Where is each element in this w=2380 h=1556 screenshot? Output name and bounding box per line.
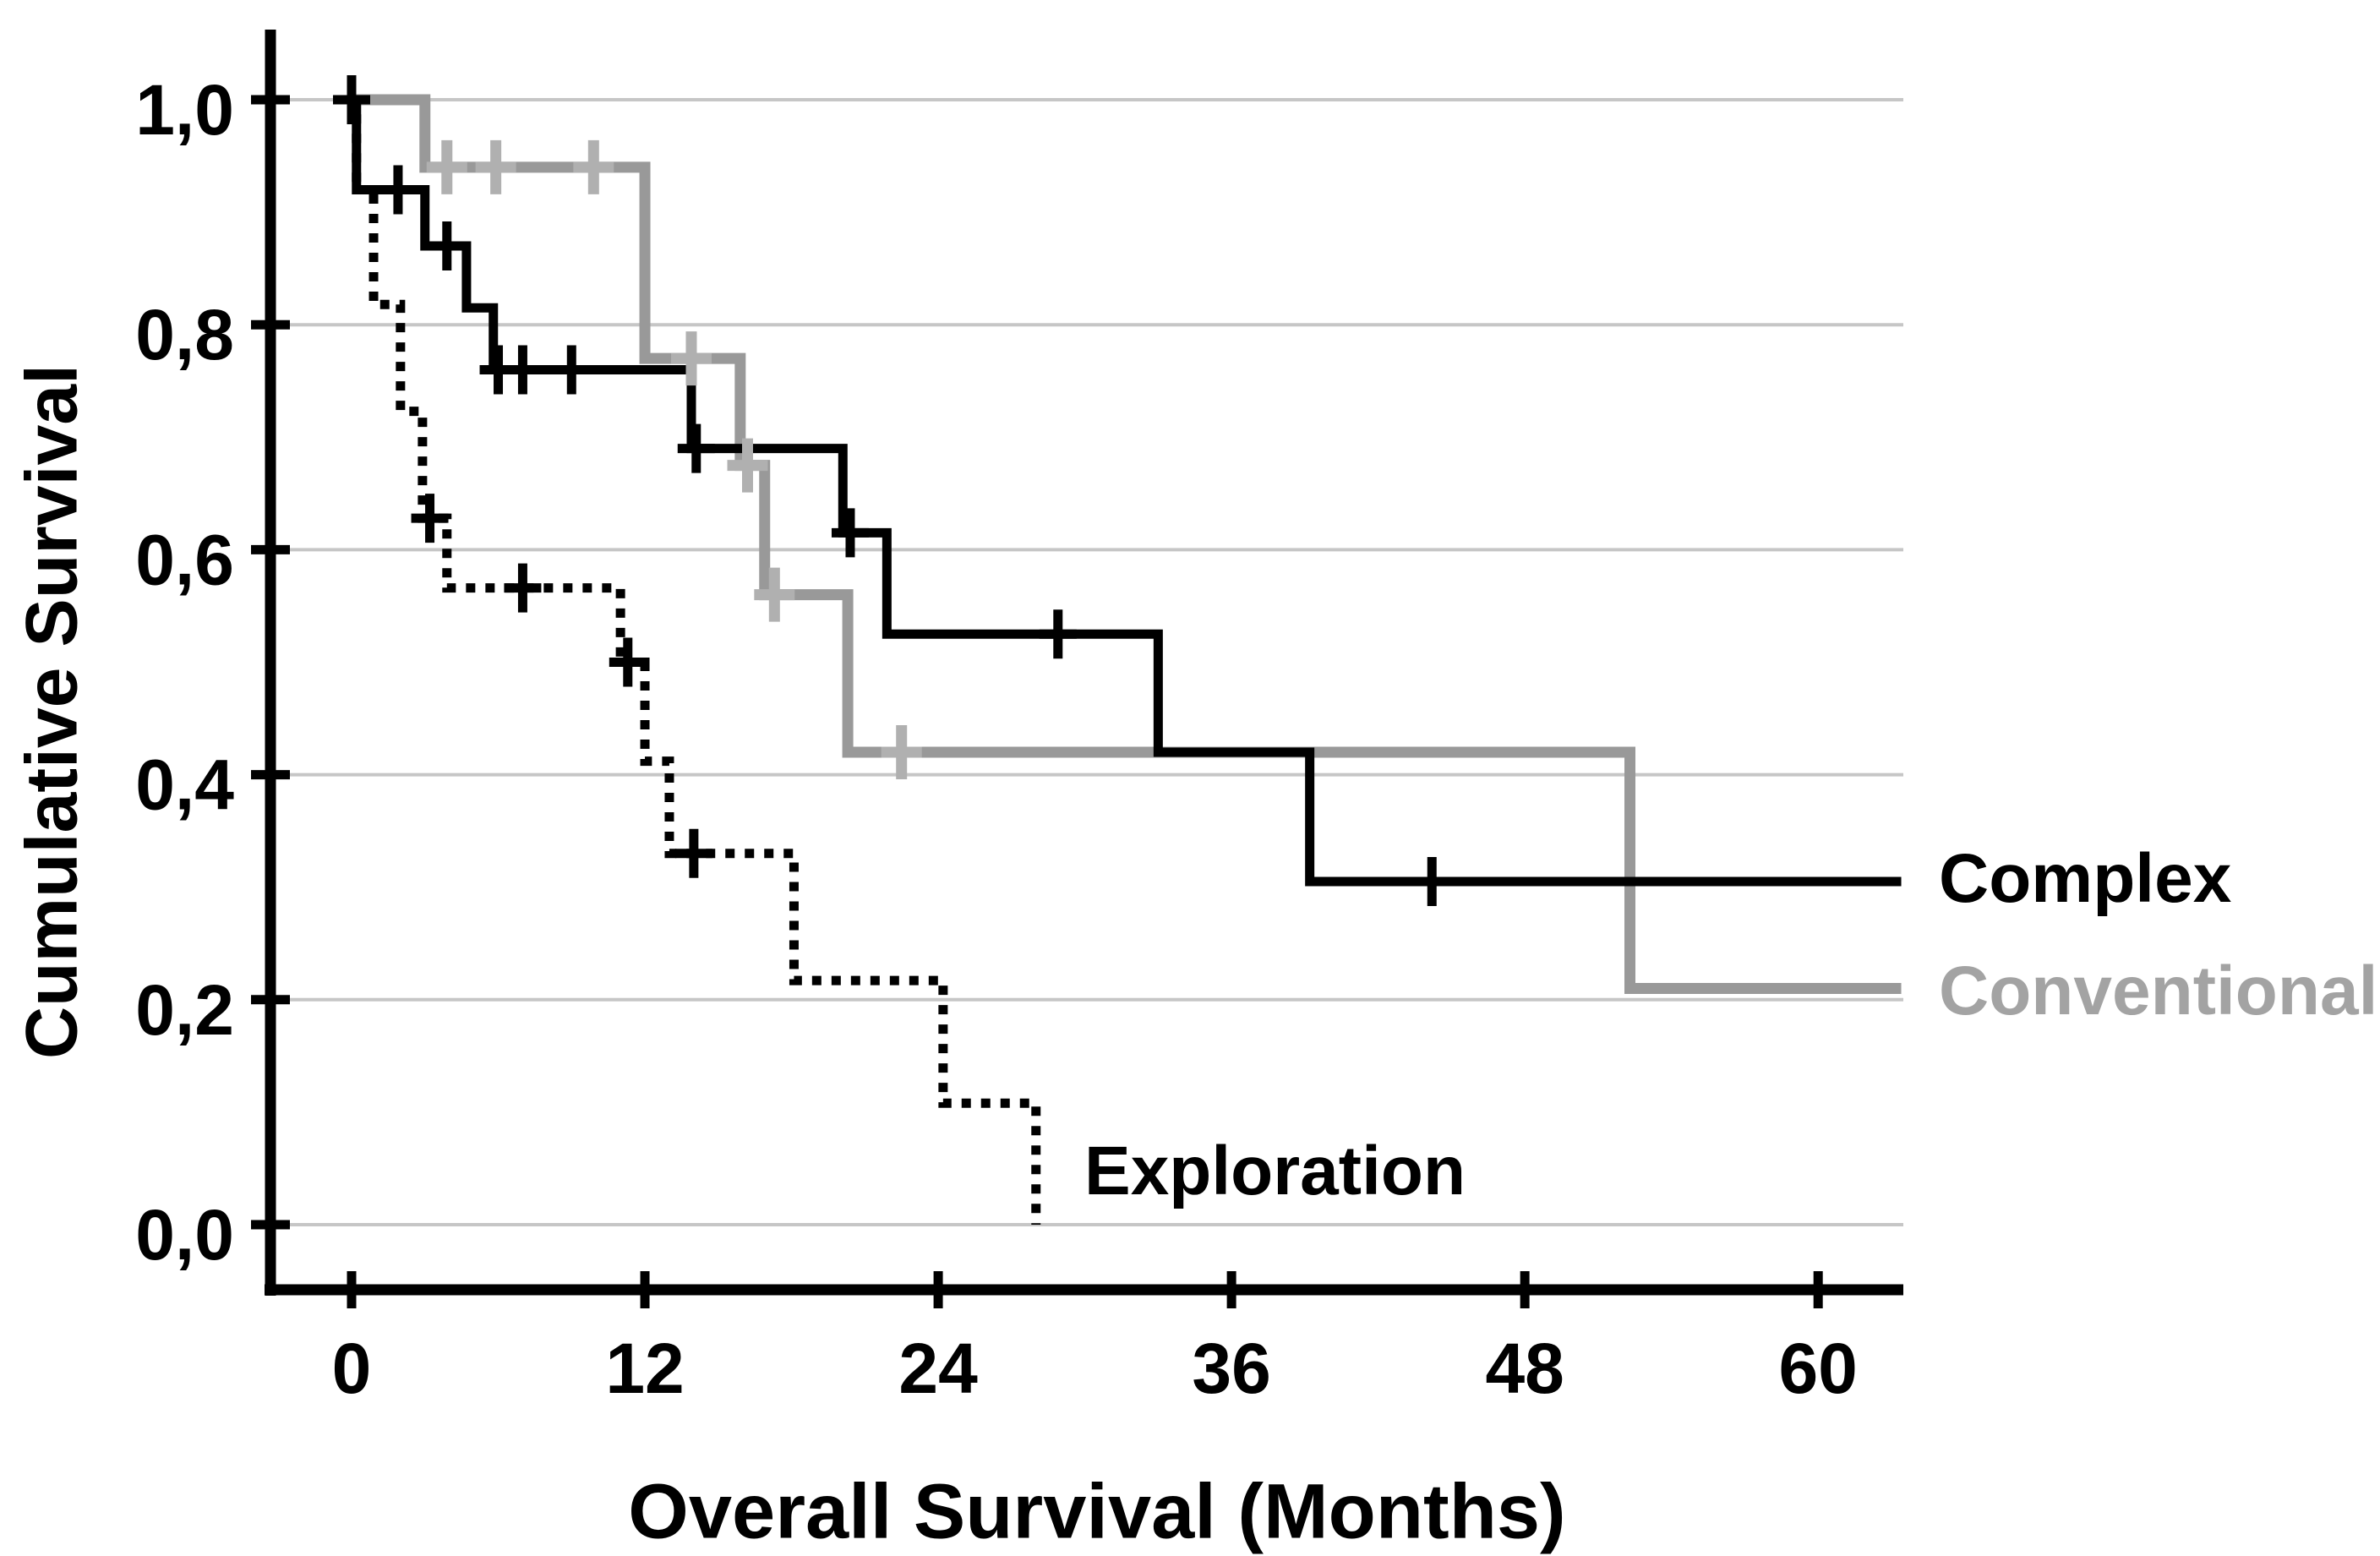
y-tick-label-0,8: 0,8 <box>135 295 234 374</box>
complex-curve <box>352 95 1902 887</box>
y-tick-label-1,0: 1,0 <box>135 70 234 150</box>
y-axis-title: Cumulative Survival <box>11 363 93 1060</box>
y-tick-label-0,6: 0,6 <box>135 520 234 599</box>
y-tick-label-0,4: 0,4 <box>135 745 234 825</box>
x-tick-label-60: 60 <box>1778 1329 1857 1408</box>
curve-label-complex: Complex <box>1939 840 2232 917</box>
y-tick-label-0,2: 0,2 <box>135 970 234 1050</box>
curve-label-exploration: Exploration <box>1084 1133 1466 1209</box>
conventional-curve <box>352 94 1902 994</box>
axes <box>251 30 1903 1308</box>
survival-curves <box>352 94 1902 1225</box>
curve-label-conventional: Conventional <box>1939 953 2378 1029</box>
x-tick-label-48: 48 <box>1485 1329 1564 1408</box>
x-tick-label-12: 12 <box>605 1329 684 1408</box>
x-tick-labels: 0 12 24 36 48 60 <box>332 1329 1858 1408</box>
censor-marks <box>333 75 1451 907</box>
y-tick-label-0,0: 0,0 <box>135 1195 234 1275</box>
x-tick-label-0: 0 <box>332 1329 372 1408</box>
gridlines <box>270 98 1903 1226</box>
x-tick-label-24: 24 <box>898 1329 978 1408</box>
exploration-curve <box>352 95 1041 1225</box>
y-tick-labels: 1,0 0,8 0,6 0,4 0,2 0,0 <box>135 70 234 1275</box>
x-tick-label-36: 36 <box>1192 1329 1270 1408</box>
x-axis-title: Overall Survival (Months) <box>628 1468 1566 1555</box>
